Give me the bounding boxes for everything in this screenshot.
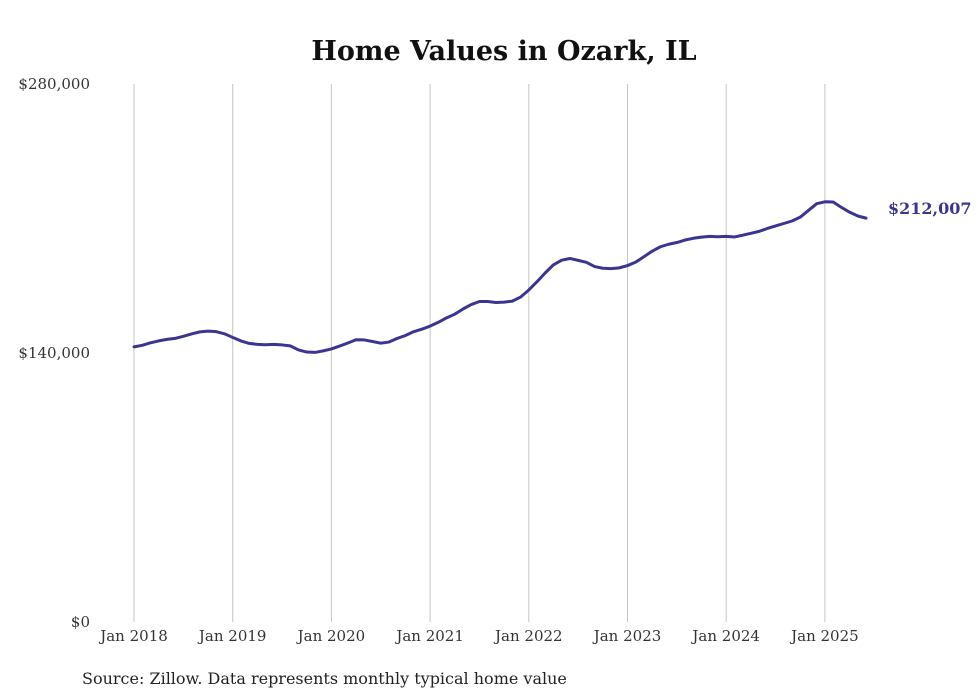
x-axis-tick-labels: Jan 2018 Jan 2019 Jan 2020 Jan 2021 Jan 2022… (98, 627, 858, 645)
x-tick-label: Jan 2020 (296, 627, 366, 645)
vertical-grid-lines (133, 84, 826, 622)
current-value-label: $212,007 (888, 199, 972, 218)
source-note: Source: Zillow. Data represents monthly … (82, 669, 567, 688)
x-tick-label: Jan 2021 (394, 627, 464, 645)
x-tick-label: Jan 2023 (592, 627, 662, 645)
y-tick-label: $0 (71, 613, 90, 631)
y-tick-label: $280,000 (18, 75, 90, 93)
x-tick-label: Jan 2024 (690, 627, 760, 645)
y-axis-tick-labels: $0 $140,000 $280,000 (18, 75, 90, 631)
home-value-series-line (132, 200, 868, 354)
x-tick-label: Jan 2022 (493, 627, 563, 645)
x-tick-label: Jan 2019 (197, 627, 267, 645)
y-tick-label: $140,000 (18, 344, 90, 362)
x-tick-label: Jan 2018 (98, 627, 168, 645)
chart-title: Home Values in Ozark, IL (311, 36, 696, 67)
x-tick-label: Jan 2025 (789, 627, 859, 645)
